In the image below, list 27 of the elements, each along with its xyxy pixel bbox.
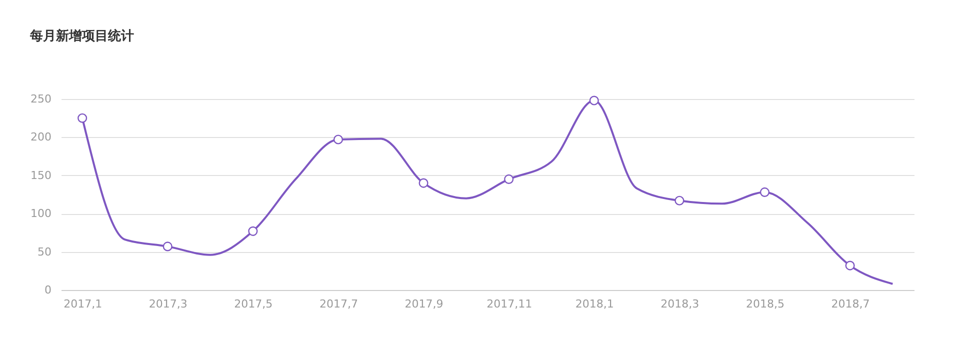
point xyxy=(504,174,514,184)
x-tick-label: 2017,3 xyxy=(148,298,188,310)
x-tick-label: 2017,5 xyxy=(234,298,273,310)
point xyxy=(674,196,684,206)
y-tick-label: 50 xyxy=(38,245,52,258)
point xyxy=(162,242,172,252)
x-tick-label: 2018,7 xyxy=(831,298,870,310)
x-tick-label: 2017,1 xyxy=(64,298,102,310)
y-tick-label: 250 xyxy=(30,92,52,106)
chart-title: 每月新增项目统计 xyxy=(29,28,134,44)
point xyxy=(78,113,88,123)
x-tick-label: 2017,9 xyxy=(404,298,444,310)
x-tick-label: 2017,7 xyxy=(319,298,358,310)
x-tick-label: 2018,5 xyxy=(746,298,784,310)
y-tick-label: 200 xyxy=(30,130,52,144)
point xyxy=(333,134,344,144)
point xyxy=(418,178,428,188)
x-tick-label: 2018,1 xyxy=(575,298,614,310)
point xyxy=(760,187,770,197)
x-tick-label: 2018,3 xyxy=(660,298,700,310)
y-tick-label: 150 xyxy=(30,168,52,182)
x-tick-label: 2017,11 xyxy=(486,298,532,310)
point xyxy=(589,96,599,106)
point xyxy=(845,260,855,270)
y-tick-label: 100 xyxy=(30,207,52,220)
point xyxy=(248,226,258,236)
y-tick-label: 0 xyxy=(44,284,52,296)
